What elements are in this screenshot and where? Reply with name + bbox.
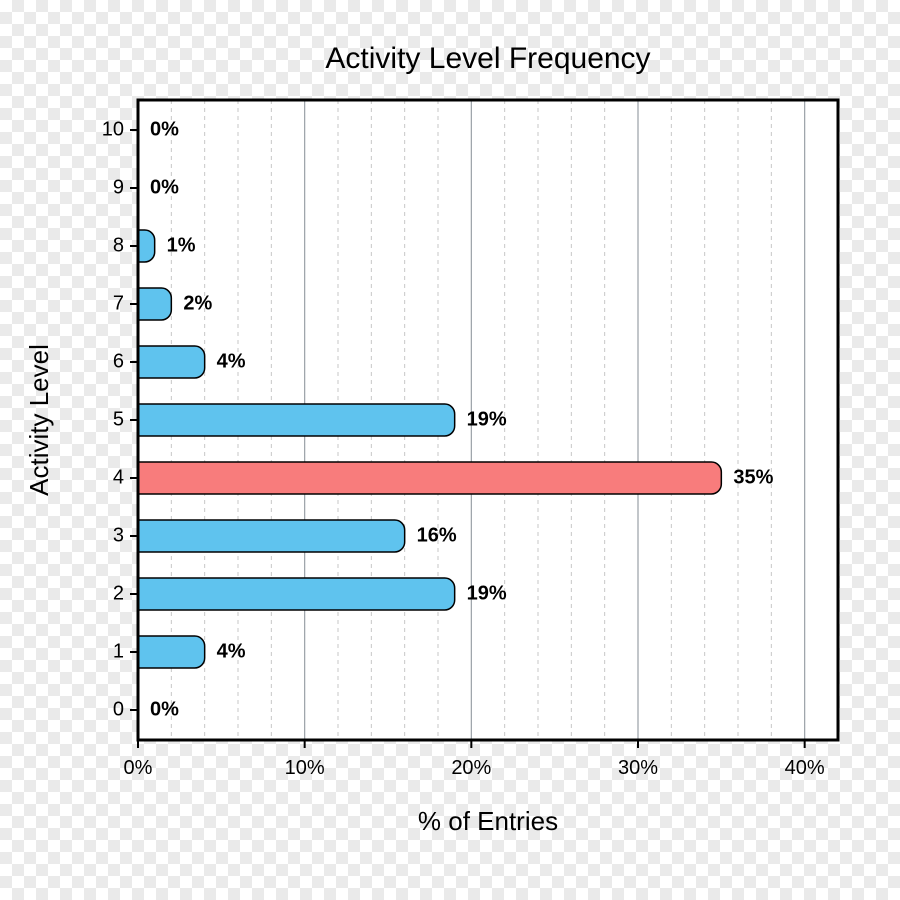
x-tick-label: 10%	[285, 757, 325, 779]
bar-value-label: 19%	[467, 408, 507, 430]
bar	[138, 346, 205, 378]
bar-value-label: 4%	[217, 350, 246, 372]
bar	[138, 462, 721, 494]
y-tick-label: 8	[113, 234, 124, 256]
bar	[138, 288, 171, 320]
y-tick-label: 4	[113, 466, 124, 488]
y-axis-label: Activity Level	[24, 344, 54, 496]
y-tick-label: 2	[113, 582, 124, 604]
x-tick-label: 30%	[618, 757, 658, 779]
bar	[138, 636, 205, 668]
bar	[138, 230, 155, 262]
x-tick-label: 40%	[785, 757, 825, 779]
bar-value-label: 0%	[150, 698, 179, 720]
bar-value-label: 35%	[733, 466, 773, 488]
y-tick-label: 0	[113, 698, 124, 720]
chart-title: Activity Level Frequency	[325, 42, 650, 75]
bar	[138, 520, 405, 552]
y-tick-label: 5	[113, 408, 124, 430]
y-tick-label: 10	[102, 118, 124, 140]
bar-value-label: 0%	[150, 118, 179, 140]
bar-value-label: 19%	[467, 582, 507, 604]
x-tick-label: 0%	[124, 757, 153, 779]
bar	[138, 578, 455, 610]
bar-value-label: 16%	[417, 524, 457, 546]
y-tick-label: 6	[113, 350, 124, 372]
bar	[138, 404, 455, 436]
y-tick-label: 1	[113, 640, 124, 662]
y-tick-label: 7	[113, 292, 124, 314]
x-axis-label: % of Entries	[418, 806, 558, 836]
x-tick-label: 20%	[451, 757, 491, 779]
bar-value-label: 1%	[167, 234, 196, 256]
bar-value-label: 0%	[150, 176, 179, 198]
bar-value-label: 4%	[217, 640, 246, 662]
y-tick-label: 3	[113, 524, 124, 546]
activity-level-chart: 0% 0 4% 1 19% 2 16% 3 35% 4 19% 5 4% 6 2% 7 1% 8 0% 9 0% 10 0%…	[0, 0, 900, 900]
y-tick-label: 9	[113, 176, 124, 198]
bar-value-label: 2%	[183, 292, 212, 314]
